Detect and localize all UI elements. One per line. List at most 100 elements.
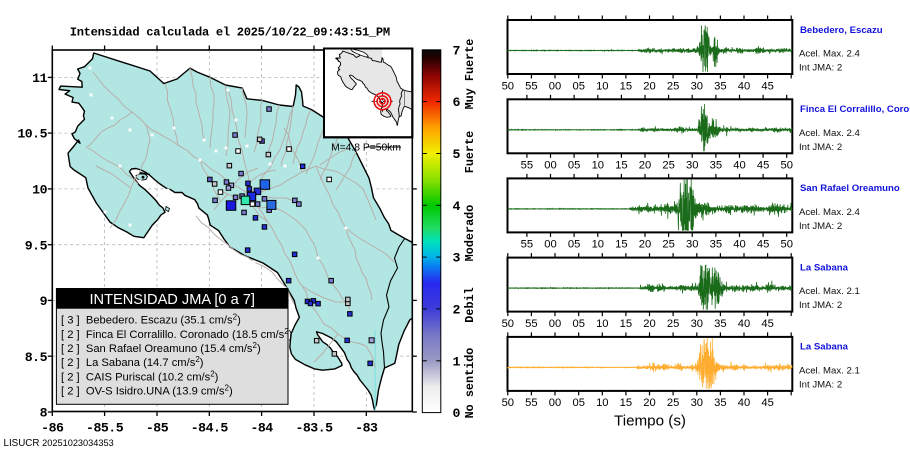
svg-text:45: 45 bbox=[761, 318, 773, 330]
svg-text:2: 2 bbox=[453, 303, 461, 318]
svg-text:55: 55 bbox=[521, 239, 533, 251]
svg-text:3: 3 bbox=[453, 251, 461, 266]
svg-text:[ 2 ] San Rafael Oreamuno (15: [ 2 ] San Rafael Oreamuno (15.4 cm/s2) bbox=[61, 341, 261, 356]
svg-text:00: 00 bbox=[544, 239, 556, 251]
svg-text:Int JMA: 2: Int JMA: 2 bbox=[799, 380, 842, 391]
svg-text:Acel. Max. 2.4: Acel. Max. 2.4 bbox=[799, 128, 860, 139]
svg-text:35: 35 bbox=[714, 318, 726, 330]
svg-text:5: 5 bbox=[453, 147, 461, 162]
svg-text:Int JMA: 2: Int JMA: 2 bbox=[799, 300, 842, 311]
svg-text:[ 2 ] OV-S Isidro.UNA (13.9 c: [ 2 ] OV-S Isidro.UNA (13.9 cm/s2) bbox=[61, 383, 233, 398]
svg-text:Tiempo (s): Tiempo (s) bbox=[614, 413, 686, 430]
svg-text:35: 35 bbox=[710, 239, 722, 251]
svg-text:[ 2 ] Finca El Corralillo. Co: [ 2 ] Finca El Corralillo. Coronado (18.… bbox=[61, 326, 293, 341]
svg-text:La Sabana: La Sabana bbox=[800, 342, 849, 353]
svg-text:Debil: Debil bbox=[463, 287, 477, 322]
svg-text:10: 10 bbox=[596, 80, 608, 92]
svg-text:40: 40 bbox=[733, 239, 745, 251]
svg-text:55: 55 bbox=[525, 397, 537, 409]
svg-text:50: 50 bbox=[502, 397, 514, 409]
svg-text:Muy Fuerte: Muy Fuerte bbox=[463, 39, 477, 110]
svg-text:M=4.8 P=50km: M=4.8 P=50km bbox=[331, 143, 401, 154]
svg-text:05: 05 bbox=[572, 318, 584, 330]
svg-text:Acel. Max. 2.1: Acel. Max. 2.1 bbox=[799, 366, 860, 377]
svg-text:20: 20 bbox=[643, 80, 655, 92]
svg-text:6: 6 bbox=[453, 95, 461, 110]
svg-text:55: 55 bbox=[525, 318, 537, 330]
svg-text:05: 05 bbox=[568, 239, 580, 251]
svg-text:35: 35 bbox=[714, 80, 726, 92]
svg-text:40: 40 bbox=[738, 397, 750, 409]
svg-text:-83: -83 bbox=[355, 421, 378, 436]
svg-text:15: 15 bbox=[620, 397, 632, 409]
svg-text:10.5: 10.5 bbox=[17, 127, 47, 142]
svg-text:-84.5: -84.5 bbox=[191, 421, 229, 436]
svg-text:San Rafael Oreamuno: San Rafael Oreamuno bbox=[800, 183, 900, 194]
svg-text:30: 30 bbox=[686, 239, 698, 251]
svg-text:25: 25 bbox=[667, 397, 679, 409]
svg-text:10: 10 bbox=[32, 183, 47, 198]
svg-text:10: 10 bbox=[592, 160, 604, 172]
svg-text:15: 15 bbox=[620, 80, 632, 92]
svg-text:Bebedero, Escazu: Bebedero, Escazu bbox=[800, 25, 883, 36]
svg-text:40: 40 bbox=[738, 80, 750, 92]
svg-text:Fuerte: Fuerte bbox=[463, 131, 477, 173]
svg-text:10: 10 bbox=[592, 239, 604, 251]
svg-text:50: 50 bbox=[502, 318, 514, 330]
svg-text:45: 45 bbox=[757, 160, 769, 172]
svg-text:No sentido: No sentido bbox=[463, 348, 477, 419]
svg-text:55: 55 bbox=[521, 160, 533, 172]
svg-text:8: 8 bbox=[40, 406, 48, 421]
svg-text:La Sabana: La Sabana bbox=[800, 262, 849, 273]
svg-text:[ 2 ] CAIS Puriscal (10.2 cm/: [ 2 ] CAIS Puriscal (10.2 cm/s2) bbox=[61, 369, 219, 384]
svg-text:35: 35 bbox=[714, 397, 726, 409]
svg-text:45: 45 bbox=[757, 239, 769, 251]
svg-text:25: 25 bbox=[662, 239, 674, 251]
svg-text:25: 25 bbox=[662, 160, 674, 172]
svg-text:0: 0 bbox=[453, 406, 461, 421]
svg-text:9.5: 9.5 bbox=[25, 238, 48, 253]
svg-text:30: 30 bbox=[691, 318, 703, 330]
svg-text:7: 7 bbox=[453, 43, 461, 58]
svg-text:00: 00 bbox=[549, 397, 561, 409]
svg-text:INTENSIDAD JMA [0 a 7]: INTENSIDAD JMA [0 a 7] bbox=[89, 292, 254, 308]
svg-text:-85.5: -85.5 bbox=[86, 421, 124, 436]
svg-text:15: 15 bbox=[615, 239, 627, 251]
svg-text:30: 30 bbox=[691, 80, 703, 92]
svg-text:20: 20 bbox=[639, 160, 651, 172]
svg-text:11: 11 bbox=[32, 71, 47, 86]
svg-text:45: 45 bbox=[761, 397, 773, 409]
svg-text:1: 1 bbox=[453, 354, 461, 369]
svg-text:4: 4 bbox=[453, 199, 461, 214]
svg-text:Acel. Max. 2.1: Acel. Max. 2.1 bbox=[799, 286, 860, 297]
svg-text:-85: -85 bbox=[146, 421, 169, 436]
svg-text:05: 05 bbox=[572, 80, 584, 92]
svg-text:Int JMA: 2: Int JMA: 2 bbox=[799, 221, 842, 232]
svg-text:Acel. Max. 2.4: Acel. Max. 2.4 bbox=[799, 207, 860, 218]
svg-text:Int JMA: 2: Int JMA: 2 bbox=[799, 142, 842, 153]
svg-text:-84: -84 bbox=[250, 421, 273, 436]
svg-text:30: 30 bbox=[686, 160, 698, 172]
svg-text:55: 55 bbox=[525, 80, 537, 92]
svg-text:05: 05 bbox=[568, 160, 580, 172]
svg-text:Intensidad calculada el 2025/1: Intensidad calculada el 2025/10/22_09:43… bbox=[70, 26, 390, 40]
svg-text:35: 35 bbox=[710, 160, 722, 172]
svg-text:00: 00 bbox=[549, 318, 561, 330]
svg-text:Int JMA: 2: Int JMA: 2 bbox=[799, 63, 842, 74]
svg-text:-86: -86 bbox=[41, 421, 64, 436]
svg-text:[ 3 ] Bebedero. Escazu (35.1: [ 3 ] Bebedero. Escazu (35.1 cm/s2) bbox=[61, 312, 241, 327]
svg-text:10: 10 bbox=[596, 318, 608, 330]
svg-text:8.5: 8.5 bbox=[25, 350, 48, 365]
svg-text:00: 00 bbox=[549, 80, 561, 92]
svg-text:10: 10 bbox=[596, 397, 608, 409]
svg-text:05: 05 bbox=[572, 397, 584, 409]
svg-text:25: 25 bbox=[667, 318, 679, 330]
svg-text:20: 20 bbox=[643, 397, 655, 409]
svg-text:25: 25 bbox=[667, 80, 679, 92]
svg-text:00: 00 bbox=[544, 160, 556, 172]
svg-text:30: 30 bbox=[691, 397, 703, 409]
svg-text:-83.5: -83.5 bbox=[295, 421, 333, 436]
svg-text:Finca El Corralillo, Coronado: Finca El Corralillo, Coronado bbox=[800, 104, 910, 115]
svg-text:Moderado: Moderado bbox=[463, 205, 477, 262]
svg-text:9: 9 bbox=[40, 294, 48, 309]
